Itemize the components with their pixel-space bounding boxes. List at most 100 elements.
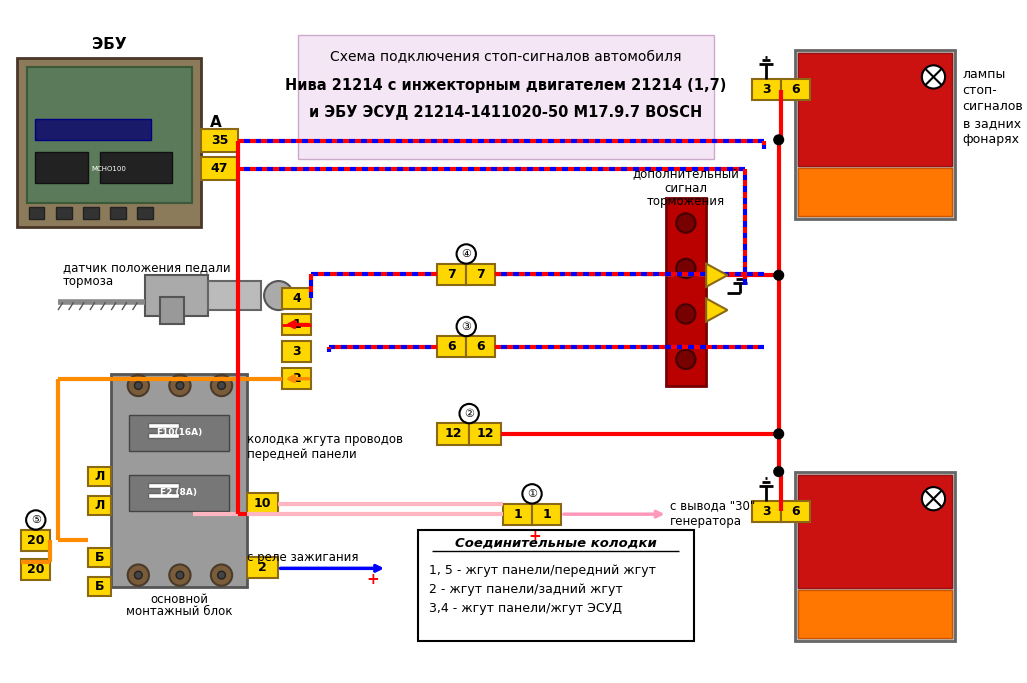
- FancyBboxPatch shape: [781, 79, 809, 100]
- Bar: [798, 168, 952, 217]
- FancyBboxPatch shape: [752, 79, 781, 100]
- Text: с вывода "30": с вывода "30": [671, 499, 756, 512]
- Bar: [798, 589, 952, 638]
- Circle shape: [774, 135, 784, 145]
- Polygon shape: [707, 298, 727, 322]
- FancyBboxPatch shape: [469, 423, 501, 445]
- Circle shape: [26, 510, 45, 529]
- FancyBboxPatch shape: [88, 466, 111, 486]
- Text: лампы: лампы: [962, 68, 1005, 81]
- Circle shape: [211, 564, 232, 586]
- Circle shape: [922, 66, 945, 89]
- Text: 3: 3: [762, 83, 770, 96]
- Circle shape: [264, 281, 293, 310]
- Text: ④: ④: [461, 249, 471, 259]
- Bar: [83, 206, 99, 219]
- Text: 20: 20: [27, 563, 44, 576]
- Circle shape: [176, 571, 184, 579]
- Circle shape: [127, 375, 149, 396]
- FancyBboxPatch shape: [282, 288, 311, 309]
- Bar: [145, 275, 208, 316]
- Text: ①: ①: [527, 489, 537, 499]
- Bar: [798, 475, 952, 587]
- Text: 35: 35: [211, 135, 228, 148]
- Text: 1, 5 - жгут панели/передний жгут: 1, 5 - жгут панели/передний жгут: [429, 563, 656, 576]
- Bar: [795, 50, 955, 219]
- Text: 10: 10: [254, 497, 271, 510]
- Text: 1: 1: [293, 318, 301, 331]
- Text: 12: 12: [445, 428, 462, 441]
- Text: +: +: [529, 529, 541, 544]
- Text: 3: 3: [293, 345, 301, 358]
- Text: Соединительные колодки: Соединительные колодки: [455, 537, 656, 550]
- Circle shape: [774, 466, 784, 477]
- Text: 1: 1: [514, 507, 522, 520]
- Circle shape: [135, 571, 142, 579]
- Circle shape: [457, 317, 476, 336]
- Text: Схема подключения стоп-сигналов автомобиля: Схема подключения стоп-сигналов автомоби…: [330, 50, 682, 64]
- Bar: [798, 53, 952, 166]
- FancyBboxPatch shape: [22, 529, 50, 551]
- Text: ⑤: ⑤: [31, 515, 41, 525]
- Text: Б: Б: [94, 581, 105, 594]
- Text: 2 - жгут панели/задний жгут: 2 - жгут панели/задний жгут: [429, 583, 623, 596]
- FancyBboxPatch shape: [282, 314, 311, 335]
- Text: 6: 6: [791, 505, 799, 518]
- Bar: [298, 36, 714, 159]
- FancyBboxPatch shape: [246, 493, 277, 514]
- Text: стоп-: стоп-: [962, 84, 997, 97]
- Circle shape: [676, 259, 695, 278]
- Bar: [208, 281, 261, 310]
- Text: 6: 6: [448, 340, 456, 353]
- Circle shape: [176, 382, 184, 389]
- Circle shape: [169, 375, 191, 396]
- FancyBboxPatch shape: [88, 577, 111, 596]
- Text: Л: Л: [94, 499, 105, 512]
- Circle shape: [676, 350, 695, 369]
- Text: F2 (8A): F2 (8A): [160, 488, 197, 497]
- Bar: [128, 475, 229, 512]
- FancyBboxPatch shape: [532, 503, 561, 525]
- Text: 47: 47: [211, 163, 228, 176]
- Text: ②: ②: [464, 408, 474, 419]
- FancyBboxPatch shape: [246, 557, 277, 578]
- FancyBboxPatch shape: [781, 501, 809, 522]
- Text: основной: основной: [150, 593, 207, 606]
- FancyBboxPatch shape: [503, 503, 532, 525]
- Circle shape: [457, 245, 476, 264]
- Bar: [418, 529, 693, 641]
- Text: тормоза: тормоза: [63, 275, 114, 288]
- Text: 6: 6: [477, 340, 485, 353]
- Bar: [148, 423, 179, 428]
- FancyBboxPatch shape: [752, 501, 781, 522]
- Text: колодка жгута проводов: колодка жгута проводов: [246, 433, 403, 446]
- FancyBboxPatch shape: [201, 157, 238, 180]
- Bar: [111, 374, 246, 587]
- Circle shape: [459, 404, 479, 423]
- FancyBboxPatch shape: [201, 129, 238, 152]
- Circle shape: [922, 487, 945, 510]
- Text: 4: 4: [293, 292, 301, 305]
- Text: ЭБУ: ЭБУ: [92, 37, 126, 51]
- Text: +: +: [366, 572, 379, 587]
- Text: и ЭБУ ЭСУД 21214-1411020-50 М17.9.7 BOSCH: и ЭБУ ЭСУД 21214-1411020-50 М17.9.7 BOSC…: [309, 105, 702, 120]
- Text: передней панели: передней панели: [246, 447, 356, 461]
- Text: 2: 2: [293, 372, 301, 385]
- FancyBboxPatch shape: [88, 548, 111, 568]
- Text: 7: 7: [448, 268, 456, 281]
- Bar: [159, 296, 184, 324]
- Text: генератора: генератора: [671, 516, 743, 529]
- Text: фонарях: фонарях: [962, 133, 1020, 146]
- Bar: [29, 206, 44, 219]
- Bar: [100, 152, 173, 183]
- Bar: [128, 415, 229, 451]
- Text: ③: ③: [461, 322, 471, 331]
- FancyBboxPatch shape: [282, 368, 311, 389]
- Bar: [17, 57, 201, 227]
- Circle shape: [218, 571, 225, 579]
- Circle shape: [218, 382, 225, 389]
- FancyBboxPatch shape: [88, 496, 111, 515]
- Text: с реле зажигания: с реле зажигания: [246, 551, 358, 564]
- Circle shape: [169, 564, 191, 586]
- FancyBboxPatch shape: [438, 264, 466, 285]
